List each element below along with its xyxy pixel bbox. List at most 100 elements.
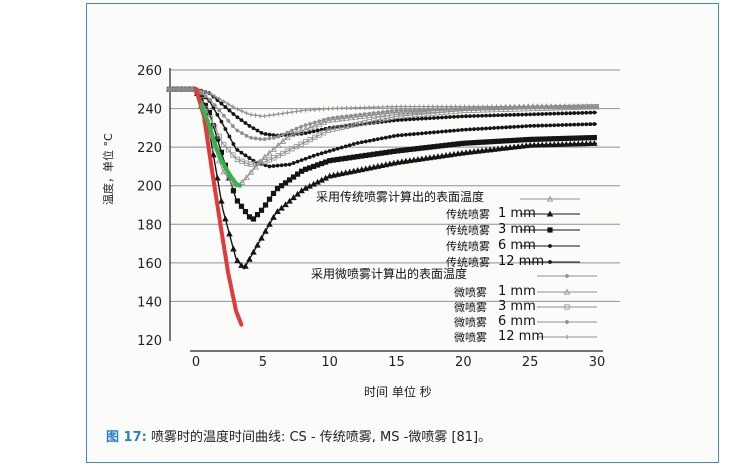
series-7-marker-53 xyxy=(407,104,413,109)
series-2-marker-85 xyxy=(508,125,513,129)
series-2-marker-92 xyxy=(536,123,541,128)
series-2-marker-58 xyxy=(399,133,404,138)
series-3-marker-79 xyxy=(484,113,488,118)
series-0-marker-88 xyxy=(518,142,526,149)
series-7-marker-11 xyxy=(217,96,222,102)
series-3-marker-71 xyxy=(452,114,456,119)
series-3-marker-13 xyxy=(219,101,224,106)
series-0-marker-93 xyxy=(538,141,546,148)
series-2-marker-50 xyxy=(367,138,372,143)
y-tick-label-140: 140 xyxy=(137,295,162,310)
series-2-marker-47 xyxy=(355,141,360,145)
series-6-marker-9 xyxy=(208,97,213,102)
series-0-marker-21 xyxy=(250,248,257,255)
series-2-marker-104 xyxy=(584,122,589,127)
series-0-marker-74 xyxy=(462,149,470,156)
legend-entry-ms-1mm: 微喷雾 1 mm xyxy=(454,284,536,300)
y-tick-label-160: 160 xyxy=(137,257,162,272)
series-2-marker-13 xyxy=(219,119,224,124)
series-1-marker-32 xyxy=(294,171,301,177)
series-3-marker-21 xyxy=(251,126,256,131)
series-3-marker-25 xyxy=(267,132,272,137)
series-2-marker-28 xyxy=(279,163,284,168)
series-3-marker-58 xyxy=(399,117,404,122)
series-3-marker-97 xyxy=(556,111,561,116)
series-7-marker-9 xyxy=(207,91,213,96)
series-4-marker-18 xyxy=(247,168,255,175)
series-2-marker-88 xyxy=(520,124,525,129)
series-7-marker-77 xyxy=(517,104,522,109)
x-tick-label-20: 20 xyxy=(455,355,472,370)
series-2-marker-20 xyxy=(247,156,252,160)
series-2-marker-72 xyxy=(456,128,460,133)
x-tick-label-30: 30 xyxy=(589,355,606,370)
series-7-marker-54 xyxy=(412,104,417,109)
series-0-marker-30 xyxy=(286,197,293,204)
series-4-marker-38 xyxy=(338,115,346,122)
series-4-marker-51 xyxy=(397,108,405,115)
series-7-marker-8 xyxy=(203,89,208,95)
y-axis-label: 温度，单位 °C xyxy=(102,133,115,205)
series-0-marker-78 xyxy=(478,147,486,154)
series-0-marker-31 xyxy=(290,194,297,201)
series-7-marker-29 xyxy=(298,108,304,113)
series-6-marker-53 xyxy=(408,108,413,113)
series-3-marker-85 xyxy=(508,113,513,117)
legend-size: 1 mm xyxy=(498,284,536,299)
series-7-marker-37 xyxy=(335,106,340,111)
series-2-marker-40 xyxy=(327,149,332,153)
series-7-marker-61 xyxy=(444,104,449,109)
series-0-marker-81 xyxy=(490,145,498,152)
series-6-marker-35 xyxy=(326,116,331,121)
series-2-marker-89 xyxy=(524,124,529,129)
x-tick-label-15: 15 xyxy=(388,355,405,370)
series-7-marker-75 xyxy=(507,104,513,109)
series-2-marker-56 xyxy=(391,134,396,138)
legend-marker-ms-2 xyxy=(565,320,569,324)
legend-prefix: 传统喷雾 xyxy=(446,240,490,253)
series-6-marker-13 xyxy=(226,118,231,123)
series-7-marker-40 xyxy=(348,105,354,111)
legend-marker-ms-0 xyxy=(563,288,571,295)
series-4-marker-47 xyxy=(379,110,387,117)
series-2-marker-14 xyxy=(223,127,228,131)
legend-entry-ms-3mm: 微喷雾 3 mm xyxy=(454,299,536,315)
series-4-marker-24 xyxy=(275,141,282,148)
series-7-marker-93 xyxy=(589,104,595,109)
series-3-marker-23 xyxy=(259,130,264,135)
series-6-marker-39 xyxy=(344,114,349,119)
series-4-marker-22 xyxy=(265,149,273,156)
series-7-marker-67 xyxy=(471,104,476,109)
series-2-marker-83 xyxy=(500,125,504,130)
series-6-marker-55 xyxy=(417,107,422,112)
series-2-marker-31 xyxy=(291,161,296,165)
series-7-marker-59 xyxy=(435,104,440,109)
series-7-marker-14 xyxy=(230,104,236,109)
series-0-marker-26 xyxy=(270,213,277,220)
series-7-marker-42 xyxy=(357,105,363,110)
series-7-marker-12 xyxy=(221,99,227,104)
series-4-marker-29 xyxy=(297,127,305,134)
series-2-marker-57 xyxy=(395,133,400,138)
series-4-marker-50 xyxy=(393,109,400,115)
caption-text: 喷雾时的温度时间曲线: CS - 传统喷雾, MS -微喷雾 [81]。 xyxy=(146,430,492,445)
series-7-marker-47 xyxy=(380,104,386,110)
series-3-marker-101 xyxy=(572,111,577,115)
series-0-marker-82 xyxy=(494,145,502,152)
series-4-marker-46 xyxy=(375,111,382,118)
series-7-marker-21 xyxy=(262,113,267,119)
series-0-marker-23 xyxy=(258,234,265,241)
series-6-marker-10 xyxy=(212,103,217,107)
series-4-marker-20 xyxy=(256,158,264,165)
series-0-marker-18 xyxy=(238,262,245,268)
figure-frame: 120 140 160 180 200 220 240 260 0 5 10 15 20 25 30 xyxy=(86,3,719,463)
series-5-marker-11 xyxy=(216,133,222,139)
series-3-marker-17 xyxy=(235,115,240,120)
series-7-marker-55 xyxy=(417,104,422,109)
series-9-line xyxy=(199,102,243,188)
series-7-marker-51 xyxy=(398,104,404,109)
series-2-marker-37 xyxy=(315,152,320,157)
series-3-marker-16 xyxy=(231,112,236,116)
series-2-marker-96 xyxy=(552,123,557,128)
series-3-marker-95 xyxy=(548,111,553,116)
